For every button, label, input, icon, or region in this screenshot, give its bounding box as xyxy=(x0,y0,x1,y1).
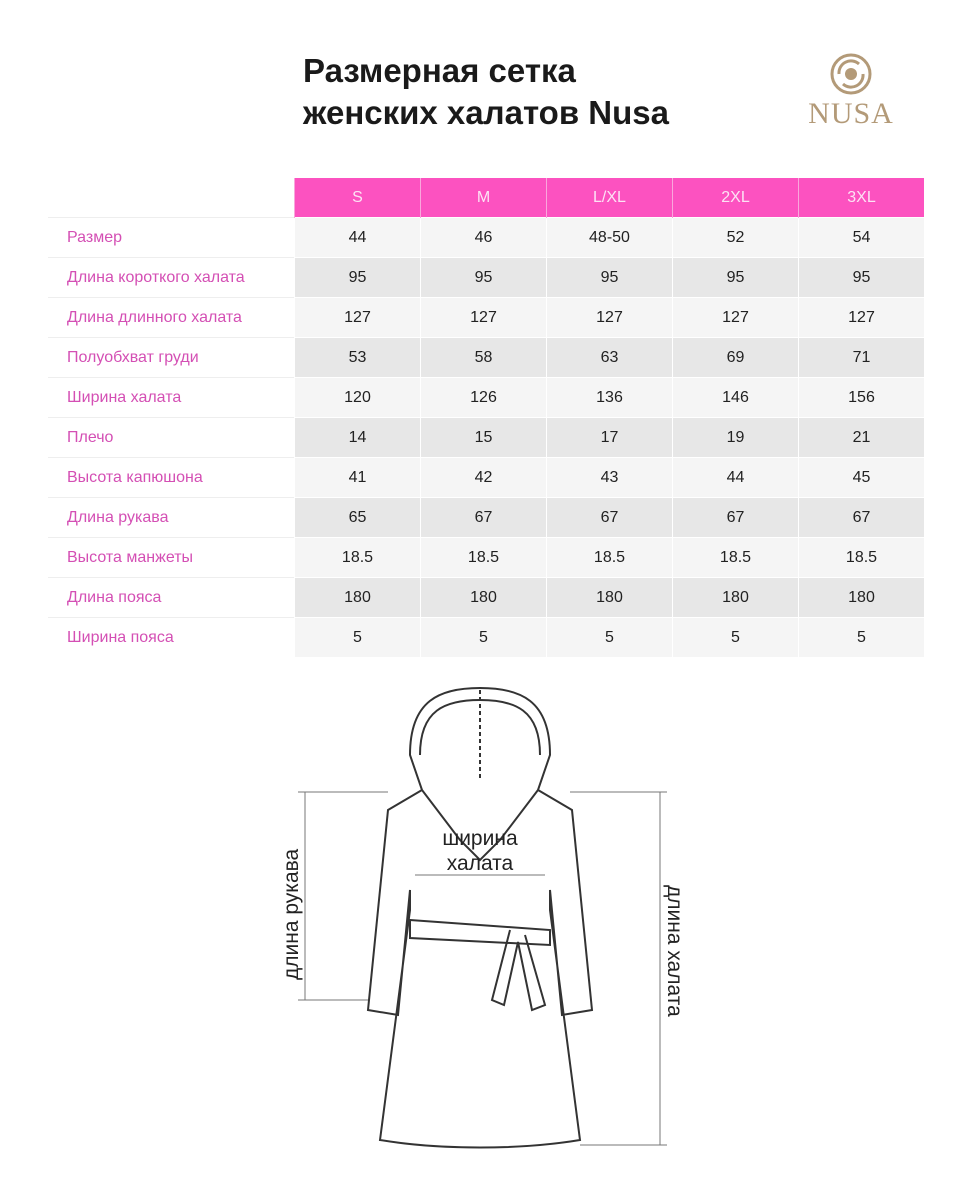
size-header: 3XL xyxy=(798,178,924,218)
row-label: Длина рукава xyxy=(48,497,295,538)
table-cell: 127 xyxy=(672,297,799,338)
page-title: Размерная сетка женских халатов Nusa xyxy=(303,52,669,131)
table-cell: 127 xyxy=(294,297,421,338)
size-table: S M L/XL 2XL 3XL Размер 44 46 48-50 52 54 Длина ко… xyxy=(48,178,924,657)
table-cell: 52 xyxy=(672,217,799,258)
row-label: Длина длинного халата xyxy=(48,297,295,338)
header-blank xyxy=(48,178,295,218)
table-cell: 17 xyxy=(546,417,673,458)
table-cell: 67 xyxy=(420,497,547,538)
table-cell: 41 xyxy=(294,457,421,498)
hood xyxy=(408,686,552,862)
robe-illustration: ширина халата длина рукава длина халата xyxy=(280,686,686,1149)
table-cell: 5 xyxy=(420,617,547,657)
table-cell: 44 xyxy=(294,217,421,258)
table-cell: 63 xyxy=(546,337,673,378)
table-cell: 19 xyxy=(672,417,799,458)
table-cell: 95 xyxy=(420,257,547,298)
table-row: Высота манжеты 18.5 18.5 18.5 18.5 18.5 xyxy=(48,537,924,578)
row-label: Полуобхват груди xyxy=(48,337,295,378)
size-header: M xyxy=(420,178,547,218)
table-cell: 43 xyxy=(546,457,673,498)
table-cell: 71 xyxy=(798,337,924,378)
table-cell: 18.5 xyxy=(420,537,547,578)
row-label: Плечо xyxy=(48,417,295,458)
table-cell: 46 xyxy=(420,217,547,258)
table-cell: 45 xyxy=(798,457,924,498)
size-header: L/XL xyxy=(546,178,673,218)
row-label: Ширина пояса xyxy=(48,617,295,657)
table-cell: 180 xyxy=(798,577,924,618)
table-cell: 69 xyxy=(672,337,799,378)
table-cell: 180 xyxy=(294,577,421,618)
belt xyxy=(409,918,551,947)
table-row: Плечо 14 15 17 19 21 xyxy=(48,417,924,458)
logo-swirl-icon xyxy=(830,53,872,95)
nusa-logo: NUSA xyxy=(796,52,906,132)
robe-body xyxy=(366,789,594,1149)
table-cell: 120 xyxy=(294,377,421,418)
table-cell: 18.5 xyxy=(294,537,421,578)
row-label: Высота манжеты xyxy=(48,537,295,578)
table-cell: 44 xyxy=(672,457,799,498)
table-cell: 53 xyxy=(294,337,421,378)
table-cell: 95 xyxy=(798,257,924,298)
robe-length-label: длина халата xyxy=(663,885,686,1017)
table-cell: 67 xyxy=(798,497,924,538)
table-cell: 95 xyxy=(672,257,799,298)
table-cell: 127 xyxy=(420,297,547,338)
table-cell: 136 xyxy=(546,377,673,418)
table-cell: 65 xyxy=(294,497,421,538)
table-cell: 146 xyxy=(672,377,799,418)
table-row: Ширина халата 120 126 136 146 156 xyxy=(48,377,924,418)
table-row: Длина рукава 65 67 67 67 67 xyxy=(48,497,924,538)
table-cell: 95 xyxy=(546,257,673,298)
row-label: Длина пояса xyxy=(48,577,295,618)
table-cell: 18.5 xyxy=(546,537,673,578)
row-label: Ширина халата xyxy=(48,377,295,418)
table-cell: 5 xyxy=(546,617,673,657)
width-label-1: ширина xyxy=(442,827,518,850)
table-cell: 58 xyxy=(420,337,547,378)
size-header: 2XL xyxy=(672,178,799,218)
table-row: Длина длинного халата 127 127 127 127 127 xyxy=(48,297,924,338)
table-cell: 180 xyxy=(546,577,673,618)
table-cell: 5 xyxy=(672,617,799,657)
row-label: Высота капюшона xyxy=(48,457,295,498)
table-cell: 21 xyxy=(798,417,924,458)
table-cell: 5 xyxy=(294,617,421,657)
size-header: S xyxy=(294,178,421,218)
table-row: Полуобхват груди 53 58 63 69 71 xyxy=(48,337,924,378)
width-label-2: халата xyxy=(447,852,514,875)
table-cell: 67 xyxy=(546,497,673,538)
table-cell: 18.5 xyxy=(798,537,924,578)
table-cell: 42 xyxy=(420,457,547,498)
table-cell: 5 xyxy=(798,617,924,657)
row-label: Длина короткого халата xyxy=(48,257,295,298)
table-cell: 127 xyxy=(546,297,673,338)
table-row: Длина пояса 180 180 180 180 180 xyxy=(48,577,924,618)
table-cell: 180 xyxy=(672,577,799,618)
table-cell: 156 xyxy=(798,377,924,418)
table-cell: 18.5 xyxy=(672,537,799,578)
table-cell: 95 xyxy=(294,257,421,298)
table-cell: 54 xyxy=(798,217,924,258)
table-cell: 14 xyxy=(294,417,421,458)
table-row: Высота капюшона 41 42 43 44 45 xyxy=(48,457,924,498)
sleeve-length-label: длина рукава xyxy=(280,848,303,980)
table-cell: 48-50 xyxy=(546,217,673,258)
table-cell: 180 xyxy=(420,577,547,618)
row-label: Размер xyxy=(48,217,295,258)
table-cell: 126 xyxy=(420,377,547,418)
table-row: Длина короткого халата 95 95 95 95 95 xyxy=(48,257,924,298)
table-cell: 15 xyxy=(420,417,547,458)
table-cell: 127 xyxy=(798,297,924,338)
table-cell: 67 xyxy=(672,497,799,538)
table-row: Размер 44 46 48-50 52 54 xyxy=(48,217,924,258)
table-row: Ширина пояса 5 5 5 5 5 xyxy=(48,617,924,657)
